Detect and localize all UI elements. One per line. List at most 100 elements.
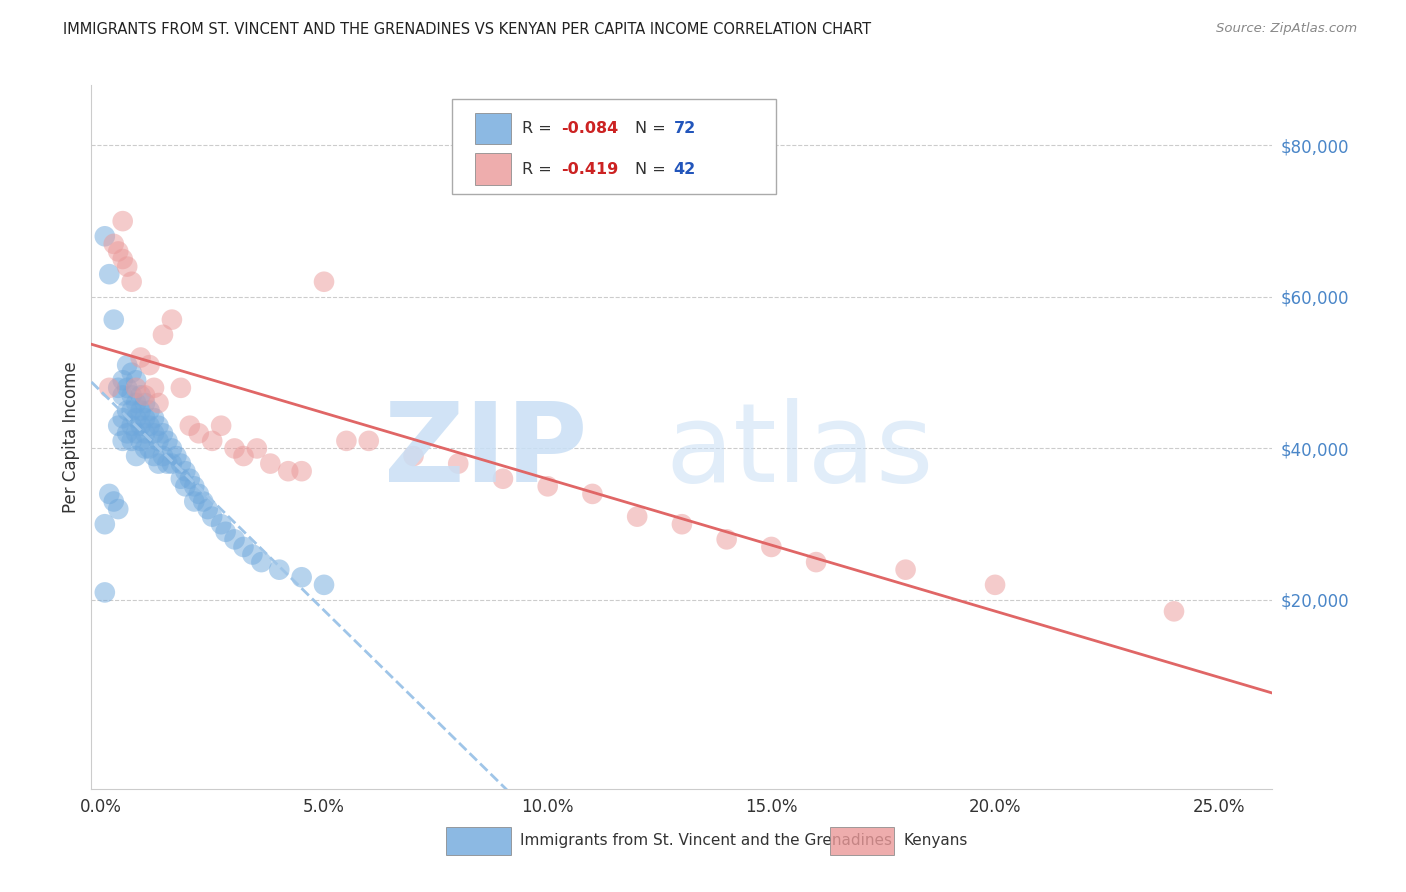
Point bbox=[134, 411, 156, 425]
Point bbox=[121, 366, 143, 380]
Bar bbox=[830, 827, 894, 855]
Point bbox=[447, 457, 470, 471]
Point bbox=[107, 502, 129, 516]
Point bbox=[193, 494, 215, 508]
Point bbox=[761, 540, 783, 554]
Point bbox=[138, 418, 160, 433]
Point bbox=[165, 449, 187, 463]
Text: -0.084: -0.084 bbox=[561, 121, 619, 136]
Point bbox=[291, 570, 314, 584]
Point bbox=[121, 434, 143, 448]
Point bbox=[115, 426, 138, 441]
Point bbox=[111, 214, 134, 228]
FancyBboxPatch shape bbox=[451, 99, 776, 194]
Text: R =: R = bbox=[523, 161, 557, 177]
Point bbox=[121, 388, 143, 402]
Point bbox=[148, 418, 170, 433]
Point bbox=[209, 517, 232, 532]
Point bbox=[125, 411, 148, 425]
Point bbox=[134, 396, 156, 410]
Point bbox=[156, 434, 179, 448]
Point bbox=[121, 403, 143, 417]
Point bbox=[103, 312, 125, 326]
Point bbox=[626, 509, 648, 524]
Text: -0.419: -0.419 bbox=[561, 161, 619, 177]
Point bbox=[143, 411, 166, 425]
Point bbox=[107, 244, 129, 259]
Point bbox=[984, 578, 1007, 592]
Point bbox=[107, 381, 129, 395]
Point bbox=[129, 434, 152, 448]
Point bbox=[152, 327, 174, 342]
Point bbox=[183, 479, 205, 493]
Text: N =: N = bbox=[634, 161, 671, 177]
Point bbox=[492, 472, 515, 486]
Point bbox=[160, 312, 183, 326]
Text: IMMIGRANTS FROM ST. VINCENT AND THE GRENADINES VS KENYAN PER CAPITA INCOME CORRE: IMMIGRANTS FROM ST. VINCENT AND THE GREN… bbox=[63, 22, 872, 37]
Point bbox=[232, 540, 254, 554]
Point bbox=[581, 487, 603, 501]
Point bbox=[94, 585, 117, 599]
Point bbox=[94, 517, 117, 532]
Point bbox=[312, 275, 335, 289]
Point bbox=[174, 479, 197, 493]
Point bbox=[402, 449, 425, 463]
Point bbox=[138, 442, 160, 456]
Point bbox=[804, 555, 827, 569]
Point bbox=[537, 479, 560, 493]
Point bbox=[242, 548, 264, 562]
Point bbox=[357, 434, 380, 448]
Text: 72: 72 bbox=[673, 121, 696, 136]
Point bbox=[1163, 604, 1185, 618]
Point bbox=[671, 517, 693, 532]
Point bbox=[143, 426, 166, 441]
Point bbox=[246, 442, 269, 456]
Point bbox=[179, 472, 201, 486]
Point bbox=[170, 472, 193, 486]
Point bbox=[152, 426, 174, 441]
Point bbox=[259, 457, 281, 471]
Point bbox=[129, 403, 152, 417]
Point bbox=[143, 381, 166, 395]
Point bbox=[107, 418, 129, 433]
Point bbox=[183, 494, 205, 508]
Point bbox=[716, 533, 738, 547]
Point bbox=[138, 358, 160, 372]
Point bbox=[121, 418, 143, 433]
Point bbox=[111, 411, 134, 425]
Point bbox=[98, 381, 121, 395]
Point bbox=[115, 381, 138, 395]
Point bbox=[129, 418, 152, 433]
Point bbox=[894, 563, 917, 577]
Point bbox=[201, 434, 224, 448]
Point bbox=[148, 396, 170, 410]
Point bbox=[170, 457, 193, 471]
Point bbox=[250, 555, 273, 569]
Point bbox=[134, 388, 156, 402]
Point bbox=[209, 418, 232, 433]
Point bbox=[103, 236, 125, 251]
Point bbox=[201, 509, 224, 524]
Point bbox=[129, 388, 152, 402]
Point bbox=[138, 403, 160, 417]
Bar bbox=[475, 112, 510, 145]
Point bbox=[232, 449, 254, 463]
Point bbox=[115, 260, 138, 274]
Bar bbox=[446, 827, 510, 855]
Point bbox=[224, 442, 246, 456]
Point bbox=[148, 434, 170, 448]
Point bbox=[125, 449, 148, 463]
Text: Source: ZipAtlas.com: Source: ZipAtlas.com bbox=[1216, 22, 1357, 36]
Point bbox=[125, 373, 148, 387]
Point bbox=[134, 442, 156, 456]
Text: Immigrants from St. Vincent and the Grenadines: Immigrants from St. Vincent and the Gren… bbox=[520, 833, 893, 848]
Point bbox=[148, 457, 170, 471]
Point bbox=[115, 403, 138, 417]
Point bbox=[214, 524, 236, 539]
Point bbox=[94, 229, 117, 244]
Point bbox=[143, 449, 166, 463]
Bar bbox=[475, 153, 510, 185]
Text: R =: R = bbox=[523, 121, 557, 136]
Point bbox=[187, 487, 209, 501]
Point bbox=[152, 449, 174, 463]
